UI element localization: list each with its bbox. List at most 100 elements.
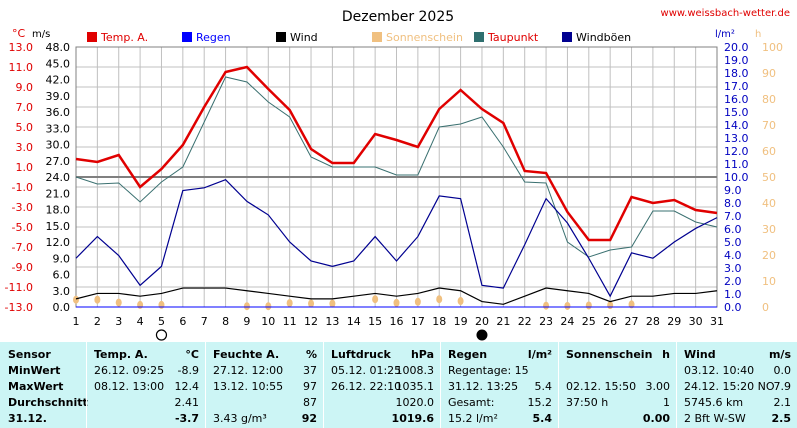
- temp-tick-label: -1.0: [12, 181, 33, 194]
- sunshine-mark: [115, 298, 122, 307]
- pressure-max-value: 1035.1: [395, 380, 435, 393]
- day-tick-label: 7: [201, 315, 208, 328]
- sunshine-mark: [585, 301, 592, 310]
- pressure-min-value: 1008.3: [395, 364, 435, 377]
- day-tick-label: 5: [158, 315, 165, 328]
- sunshine-mark: [308, 299, 315, 308]
- sunshine-mark: [243, 302, 250, 311]
- pressure-header: Luftdruck: [331, 348, 391, 361]
- rain-tick-label: 5.0: [724, 236, 742, 249]
- pressure-avg-value: 1020.0: [395, 396, 435, 409]
- sunshine-current-value: 0.00: [642, 412, 670, 425]
- day-tick-label: 16: [390, 315, 404, 328]
- wind-max-value: 7.9: [773, 380, 792, 393]
- rain-tick-label: 3.0: [724, 262, 742, 275]
- day-tick-label: 10: [261, 315, 275, 328]
- temp-axis-unit: °C: [12, 27, 26, 40]
- wind-tick-label: 30.0: [46, 139, 71, 152]
- temp-tick-label: -13.0: [5, 301, 33, 314]
- sun-tick-label: 50: [762, 171, 776, 184]
- wind-tick-label: 33.0: [46, 122, 71, 135]
- legend-swatch: [474, 32, 484, 42]
- row-label: Durchschnitt: [8, 396, 88, 409]
- temp-max-time: 08.12. 13:00: [94, 380, 165, 393]
- day-tick-label: 15: [368, 315, 382, 328]
- sunshine-mark: [543, 301, 550, 310]
- wind-tick-label: 15.0: [46, 220, 71, 233]
- rain-tick-label: 12.0: [724, 145, 749, 158]
- chart-title: Dezember 2025: [342, 9, 454, 25]
- temp-tick-label: -11.0: [5, 281, 33, 294]
- legend-swatch: [276, 32, 286, 42]
- day-tick-label: 25: [582, 315, 596, 328]
- pressure-max-time: 26.12. 22:10: [331, 380, 402, 393]
- wind-tick-label: 42.0: [46, 74, 71, 87]
- rain-total-value: 15.2: [527, 396, 553, 409]
- rain-max-value: 5.4: [534, 380, 553, 393]
- sun-tick-label: 60: [762, 145, 776, 158]
- temp-max-value: 12.4: [174, 380, 200, 393]
- wind-distance: 5745.6 km: [684, 396, 744, 409]
- wind-tick-label: 12.0: [46, 236, 71, 249]
- temp-header: Temp. A.: [94, 348, 148, 361]
- chart-legend: Temp. A. Regen Wind Sonnenschein Taupunkt Win…: [87, 31, 631, 44]
- sunshine-total: 37:50 h: [566, 396, 609, 409]
- rain-tick-label: 4.0: [724, 249, 742, 262]
- humidity-min-value: 37: [303, 364, 317, 377]
- rain-tick-label: 20.0: [724, 41, 749, 54]
- temp-tick-label: 3.0: [16, 141, 34, 154]
- weather-chart: Dezember 2025 www.weissbach-wetter.de °C…: [5, 8, 790, 341]
- temp-tick-label: 5.0: [16, 121, 34, 134]
- day-tick-label: 18: [432, 315, 446, 328]
- day-tick-label: 28: [646, 315, 660, 328]
- website-link[interactable]: www.weissbach-wetter.de: [661, 8, 790, 19]
- day-tick-label: 8: [222, 315, 229, 328]
- wind-tick-label: 6.0: [53, 269, 71, 282]
- sunshine-mark: [607, 301, 614, 310]
- temp-avg-value: 2.41: [174, 396, 200, 409]
- legend-label: Regen: [196, 31, 231, 44]
- statistics-table: Sensor MinWert MaxWert Durchschnitt 31.1…: [0, 342, 797, 428]
- sensor-header: Sensor: [8, 348, 51, 361]
- day-tick-label: 19: [454, 315, 468, 328]
- chart-series: [73, 65, 718, 311]
- day-tick-label: 9: [243, 315, 250, 328]
- wind-line: [75, 287, 718, 305]
- sun-tick-label: 100: [762, 41, 783, 54]
- sun-tick-label: 0: [762, 301, 769, 314]
- axis-ticks: 13.011.09.07.05.03.01.0-1.0-3.0-5.0-7.0-…: [5, 41, 783, 328]
- sun-tick-label: 70: [762, 119, 776, 132]
- row-label: MaxWert: [8, 380, 64, 393]
- day-tick-label: 29: [667, 315, 681, 328]
- temp-tick-label: 7.0: [16, 101, 34, 114]
- sunshine-mark: [265, 302, 272, 311]
- day-tick-label: 14: [347, 315, 361, 328]
- rain-tick-label: 15.0: [724, 106, 749, 119]
- wind-max-time: 24.12. 15:20 NO: [684, 380, 775, 393]
- day-tick-label: 6: [179, 315, 186, 328]
- humidity-current-value: 92: [301, 412, 317, 425]
- wind-tick-label: 24.0: [46, 171, 71, 184]
- day-tick-label: 17: [411, 315, 425, 328]
- sunshine-mark: [286, 299, 293, 308]
- temp-unit: °C: [185, 348, 199, 361]
- wind-avg-value: 2.1: [773, 396, 792, 409]
- sun-axis-unit: h: [755, 29, 761, 40]
- temp-min-time: 26.12. 09:25: [94, 364, 165, 377]
- temp-tick-label: 11.0: [9, 61, 34, 74]
- rain-axis-unit: l/m²: [715, 29, 735, 40]
- legend-swatch: [182, 32, 192, 42]
- sunshine-max-value: 3.00: [645, 380, 671, 393]
- sunshine-header: Sonnenschein: [566, 348, 653, 361]
- wind-tick-label: 21.0: [46, 187, 71, 200]
- temp-tick-label: -3.0: [12, 201, 33, 214]
- rain-max-time: 31.12. 13:25: [448, 380, 519, 393]
- legend-swatch: [372, 32, 382, 42]
- temp-tick-label: 13.0: [9, 41, 34, 54]
- humidity-column: Feuchte A.% 27.12. 12:00 37 13.12. 10:55 9…: [206, 342, 323, 428]
- sun-tick-label: 30: [762, 223, 776, 236]
- legend-label: Sonnenschein: [386, 31, 463, 44]
- wind-tick-label: 39.0: [46, 90, 71, 103]
- row-label: 31.12.: [8, 412, 47, 425]
